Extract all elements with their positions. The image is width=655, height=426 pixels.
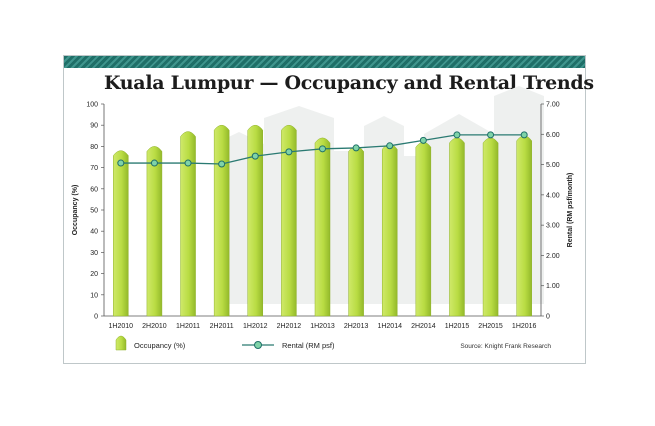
right-axis-tick-label: 2.00 (546, 253, 560, 260)
occupancy-bar (146, 146, 163, 317)
left-axis-tick-label: 60 (90, 186, 98, 193)
legend-swatch-occupancy (115, 335, 127, 351)
left-axis-tick-label: 90 (90, 123, 98, 130)
occupancy-bar (180, 131, 196, 317)
right-axis-tick-label: 6.00 (546, 132, 560, 139)
rental-point (453, 131, 461, 139)
occupancy-bar (415, 141, 432, 317)
occupancy-bar (482, 137, 499, 317)
left-axis-tick-label: 50 (90, 208, 98, 215)
left-axis-tick-label: 30 (90, 250, 98, 257)
left-axis-label: Occupancy (%) (72, 185, 79, 236)
x-axis-tick-label: 2H2010 (142, 323, 167, 330)
occupancy-bar (381, 144, 398, 317)
x-axis-tick-label: 2H2015 (478, 323, 503, 330)
occupancy-bar (348, 146, 364, 317)
rental-point (520, 131, 528, 139)
rental-point (251, 152, 259, 160)
occupancy-bar (516, 135, 532, 317)
rental-point (218, 160, 226, 168)
left-axis-tick-label: 10 (90, 292, 98, 299)
chart-title: Kuala Lumpur — Occupancy and Rental Tren… (104, 72, 594, 94)
left-axis-tick-label: 80 (90, 144, 98, 151)
right-axis-label: Rental (RM psf/month) (567, 173, 574, 248)
x-axis-tick-label: 2H2013 (344, 323, 369, 330)
left-axis-tick-label: 70 (90, 165, 98, 172)
legend-label-rental: Rental (RM psf) (282, 341, 335, 350)
occupancy-bar (449, 137, 465, 317)
occupancy-bar (281, 124, 297, 317)
x-axis-tick-label: 1H2016 (512, 323, 537, 330)
x-axis-tick-label: 1H2010 (109, 323, 134, 330)
x-axis-tick-label: 1H2013 (310, 323, 335, 330)
rental-point (184, 159, 192, 167)
occupancy-bar (314, 137, 331, 317)
x-axis-tick-label: 2H2012 (277, 323, 302, 330)
right-axis-tick-label: 5.00 (546, 162, 560, 169)
left-axis-tick-label: 40 (90, 229, 98, 236)
occupancy-bar (247, 124, 264, 317)
left-axis-tick-label: 100 (86, 102, 98, 109)
occupancy-bar (213, 124, 230, 317)
legend-swatch-rental-marker (254, 341, 262, 349)
x-axis-tick-label: 2H2011 (210, 323, 234, 330)
right-axis-tick-label: 3.00 (546, 223, 560, 230)
right-axis-tick-label: 4.00 (546, 192, 560, 199)
rental-point (285, 148, 293, 156)
source-note: Source: Knight Frank Research (460, 343, 551, 350)
rental-point (487, 131, 495, 139)
x-axis-tick-label: 1H2012 (243, 323, 268, 330)
chart-plot: 0 10 20 30 40 50 60 70 80 90 100 0 1.00 2.00 3.00 4.00 5… (72, 86, 574, 351)
left-axis-tick-label: 0 (94, 314, 98, 321)
rental-point (352, 144, 360, 152)
x-axis-tick-label: 1H2014 (377, 323, 402, 330)
right-axis-tick-label: 0 (546, 314, 550, 321)
left-axis-tick-label: 20 (90, 271, 98, 278)
chart-frame: Kuala Lumpur — Occupancy and Rental Tren… (63, 55, 594, 364)
rental-point (150, 159, 158, 167)
x-axis-tick-label: 1H2011 (176, 323, 200, 330)
occupancy-bar (113, 150, 129, 317)
right-axis-tick-label: 7.00 (546, 102, 560, 109)
rental-point (117, 159, 125, 167)
x-axis-tick-label: 2H2014 (411, 323, 436, 330)
rental-point (319, 145, 326, 153)
decorative-top-band (64, 56, 585, 68)
right-axis-tick-label: 1.00 (546, 283, 560, 290)
legend-label-occupancy: Occupancy (%) (134, 341, 186, 350)
rental-point (419, 136, 427, 144)
x-axis-tick-label: 1H2015 (445, 323, 470, 330)
rental-point (386, 142, 394, 150)
